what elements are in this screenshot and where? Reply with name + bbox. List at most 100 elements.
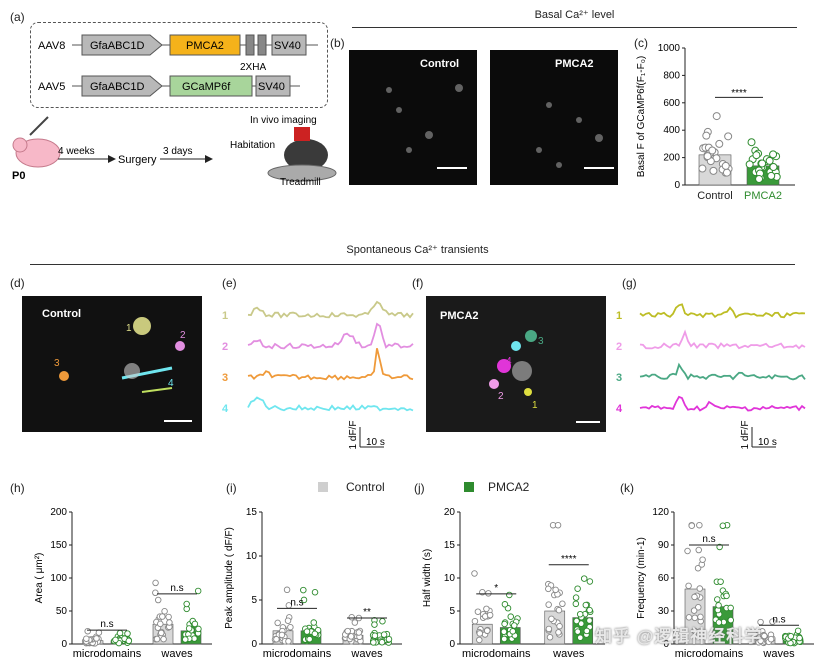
- i-ytick-label: 5: [251, 595, 257, 606]
- i-point: [370, 639, 377, 646]
- basal-title: Basal Ca²⁺ level: [534, 9, 615, 21]
- legend: Control PMCA2: [318, 480, 568, 496]
- i-point: [284, 617, 292, 624]
- panel-letter-j: (j): [414, 481, 425, 495]
- i-point: [306, 635, 313, 643]
- h-point: [182, 636, 189, 643]
- i-point: [344, 627, 351, 635]
- promoter-1-arrow: [81, 34, 163, 56]
- traces-e: 1 2 3 4 1 dF/F 10 s: [222, 300, 414, 449]
- j-point: [572, 594, 580, 601]
- c-point: [769, 162, 778, 171]
- chart-i: 0 5 10 15 Peak amplitude ( dF/F) microdomains…: [224, 507, 402, 660]
- h-significance: n.s: [100, 619, 113, 630]
- k-category-label: microdomains: [675, 648, 744, 660]
- legend-label-pmca2: PMCA2: [488, 480, 530, 494]
- c-point: [721, 161, 730, 170]
- spont-title: Spontaneous Ca²⁺ transients: [346, 244, 489, 256]
- j-point: [501, 620, 508, 628]
- i-ytick-label: 10: [246, 551, 258, 562]
- roi-d-4: 4: [168, 378, 174, 389]
- trace-1: [247, 300, 414, 319]
- k-point: [694, 564, 702, 572]
- legend-label-control: Control: [346, 480, 385, 494]
- h-category-label: microdomains: [73, 648, 142, 660]
- k-point: [695, 546, 702, 554]
- i-ytick-label: 15: [246, 507, 258, 518]
- k-point: [719, 522, 727, 530]
- h-point: [161, 608, 168, 615]
- timeline-step2: Surgery: [118, 154, 157, 166]
- j-point: [545, 601, 552, 608]
- roi-d-1: 1: [126, 323, 132, 334]
- image-control-transients: [22, 296, 202, 432]
- k-point: [796, 634, 803, 642]
- j-point: [583, 627, 591, 635]
- panel-letter-d: (d): [10, 276, 25, 290]
- image-f-label: PMCA2: [440, 310, 479, 322]
- k-ytick-label: 60: [658, 573, 670, 584]
- c-point: [747, 138, 756, 147]
- j-point: [471, 617, 479, 625]
- c-point: [709, 166, 718, 175]
- k-significance: n.s: [772, 614, 785, 625]
- h-point: [153, 635, 161, 643]
- c-ylabel: Basal F of GCaMP6f(F₁-F₀): [636, 56, 647, 177]
- k-point: [715, 619, 723, 626]
- h-point: [160, 635, 167, 643]
- i-point: [379, 617, 386, 625]
- k-ytick-label: 0: [663, 639, 669, 650]
- i-point: [355, 629, 363, 636]
- k-point: [691, 614, 699, 622]
- k-ytick-label: 30: [658, 606, 670, 617]
- k-point: [688, 522, 696, 529]
- roi-f-4: 4: [506, 356, 512, 367]
- traces-g: 1 2 3 4 1 dF/F 10 s: [616, 303, 806, 449]
- k-point: [715, 631, 722, 639]
- k-point: [717, 578, 724, 585]
- roi-f-3: 3: [538, 336, 544, 347]
- i-point: [385, 636, 393, 643]
- i-point: [378, 639, 386, 646]
- trace-label-2: 2: [616, 341, 622, 353]
- h-point: [84, 627, 91, 635]
- i-point: [300, 586, 307, 594]
- i-point: [311, 588, 319, 596]
- i-category-label: microdomains: [263, 648, 332, 660]
- k-ytick-label: 120: [652, 507, 669, 518]
- roi-d-2: 2: [180, 330, 186, 341]
- chart-c: 0 200 400 600 800 1000 Basal F of GCaMP6f(F₁-F…: [636, 43, 795, 202]
- trace-label-4: 4: [222, 403, 229, 415]
- roi-overlay-d: 1 2 3 4: [54, 317, 192, 422]
- k-point: [723, 592, 730, 600]
- trace-label-3: 3: [222, 372, 228, 384]
- h-significance: n.s: [170, 583, 183, 594]
- image-pmca2-label: PMCA2: [555, 58, 594, 70]
- spont-title-line: [30, 264, 795, 265]
- c-point: [765, 156, 774, 165]
- c-significance: ****: [731, 88, 747, 99]
- trace-3: [247, 348, 414, 381]
- j-category-label: microdomains: [462, 648, 531, 660]
- gene-2-label: GCaMP6f: [182, 81, 231, 93]
- c-point: [745, 160, 754, 169]
- k-point: [727, 616, 735, 624]
- roi-f-1: 1: [532, 400, 538, 411]
- basal-title-line: [352, 27, 797, 28]
- roi-f-2: 2: [498, 391, 504, 402]
- h-point: [154, 596, 162, 604]
- ha-tag-box-1: [245, 34, 255, 56]
- j-point: [476, 630, 484, 637]
- j-point: [485, 590, 492, 597]
- j-point: [500, 628, 508, 635]
- i-point: [347, 633, 355, 640]
- image-pmca2-basal: [490, 50, 618, 185]
- h-point: [83, 635, 90, 642]
- chart-h: 0 50 100 150 200 Area ( μm²) microdomains n.s wa…: [34, 507, 212, 660]
- roi-d-3: 3: [54, 358, 60, 369]
- j-point: [511, 622, 518, 629]
- i-significance: **: [363, 607, 371, 618]
- k-point: [696, 521, 703, 529]
- panel-letter-f: (f): [412, 276, 424, 290]
- j-point: [586, 606, 593, 614]
